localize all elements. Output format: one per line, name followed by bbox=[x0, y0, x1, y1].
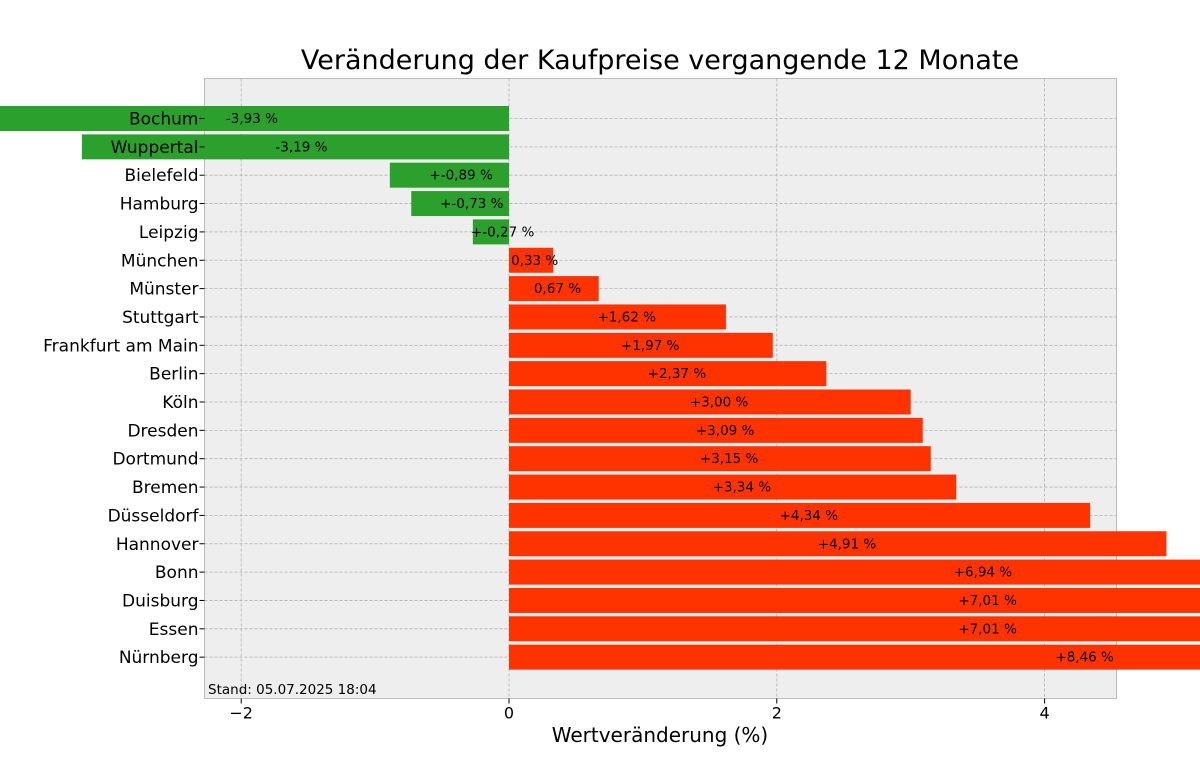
bar-value-label: +1,97 % bbox=[621, 338, 680, 354]
category-label: Bochum bbox=[129, 110, 199, 130]
category-label: Köln bbox=[162, 393, 198, 413]
category-label: Dortmund bbox=[112, 450, 198, 470]
bar bbox=[0, 106, 509, 131]
category-label: München bbox=[121, 251, 199, 271]
bar-value-label: +6,94 % bbox=[954, 565, 1013, 581]
bar-value-label: +3,15 % bbox=[700, 451, 759, 467]
bar-value-label: +8,46 % bbox=[1055, 650, 1114, 666]
chart-title: Veränderung der Kaufpreise vergangende 1… bbox=[301, 45, 1019, 76]
category-label: Bonn bbox=[155, 563, 199, 583]
category-label: Duisburg bbox=[122, 591, 199, 611]
bar bbox=[509, 361, 827, 387]
category-label: Wuppertal bbox=[111, 138, 199, 158]
category-label: Leipzig bbox=[139, 223, 199, 243]
bar-value-label: +7,01 % bbox=[958, 593, 1017, 609]
category-label: Dresden bbox=[127, 421, 198, 441]
bar bbox=[509, 644, 1200, 670]
bar bbox=[509, 446, 931, 472]
category-label: Münster bbox=[129, 280, 198, 300]
bar bbox=[509, 616, 1200, 642]
category-label: Nürnberg bbox=[119, 648, 199, 668]
bar-value-label: 0,67 % bbox=[534, 281, 581, 297]
x-tick-label: −2 bbox=[229, 704, 253, 723]
category-label: Berlin bbox=[149, 365, 198, 385]
bar bbox=[81, 134, 509, 160]
bar-value-label: +3,09 % bbox=[696, 423, 755, 439]
bar-value-label: +-0,89 % bbox=[429, 168, 493, 184]
category-label: Essen bbox=[149, 620, 199, 640]
bar bbox=[411, 191, 509, 217]
bar-value-label: +3,34 % bbox=[713, 480, 772, 496]
bar-value-label: +4,91 % bbox=[818, 536, 877, 552]
bar bbox=[389, 162, 509, 188]
x-axis-label: Wertveränderung (%) bbox=[552, 723, 769, 747]
bar bbox=[509, 247, 554, 273]
bar bbox=[509, 276, 599, 302]
bar bbox=[509, 502, 1091, 528]
bar-value-label: +3,00 % bbox=[690, 395, 749, 411]
x-tick-label: 4 bbox=[1040, 704, 1050, 723]
category-label: Frankfurt am Main bbox=[43, 336, 198, 356]
bar bbox=[472, 219, 509, 245]
category-label: Düsseldorf bbox=[108, 506, 200, 526]
bar-value-label: -3,93 % bbox=[226, 111, 278, 127]
bar-value-label: -3,19 % bbox=[275, 139, 327, 155]
bar bbox=[509, 587, 1200, 613]
category-labels: Bochum Wuppertal Bielefeld Hamburg Leipzig Mü… bbox=[43, 110, 205, 668]
bar bbox=[509, 531, 1167, 557]
bar bbox=[509, 417, 923, 443]
category-label: Stuttgart bbox=[122, 308, 199, 328]
x-axis-ticks: −4−202468 bbox=[229, 698, 1050, 723]
timestamp-note: Stand: 05.07.2025 18:04 bbox=[208, 682, 377, 698]
bar bbox=[509, 389, 911, 415]
bar-value-label: 0,33 % bbox=[511, 253, 558, 269]
x-tick-label: 0 bbox=[504, 704, 514, 723]
bar bbox=[509, 559, 1200, 585]
bar-value-label: +2,37 % bbox=[648, 366, 707, 382]
category-label: Hannover bbox=[116, 535, 199, 555]
bar bbox=[509, 474, 957, 500]
bar-value-label: +1,62 % bbox=[597, 309, 656, 325]
bar-value-label: +7,01 % bbox=[958, 621, 1017, 637]
bar-labels: -3,93 % -3,19 % +-0,89 % +-0,73 % +-0,27 % 0,… bbox=[226, 111, 1114, 666]
bar bbox=[509, 332, 773, 358]
bar-value-label: +-0,27 % bbox=[471, 224, 535, 240]
category-label: Bielefeld bbox=[125, 166, 199, 186]
bars bbox=[0, 106, 1200, 670]
bar-value-label: +4,34 % bbox=[780, 508, 839, 524]
category-label: Hamburg bbox=[120, 195, 199, 215]
bar bbox=[509, 304, 726, 330]
bar-value-label: +-0,73 % bbox=[440, 196, 504, 212]
x-tick-label: 2 bbox=[772, 704, 782, 723]
category-label: Bremen bbox=[132, 478, 199, 498]
